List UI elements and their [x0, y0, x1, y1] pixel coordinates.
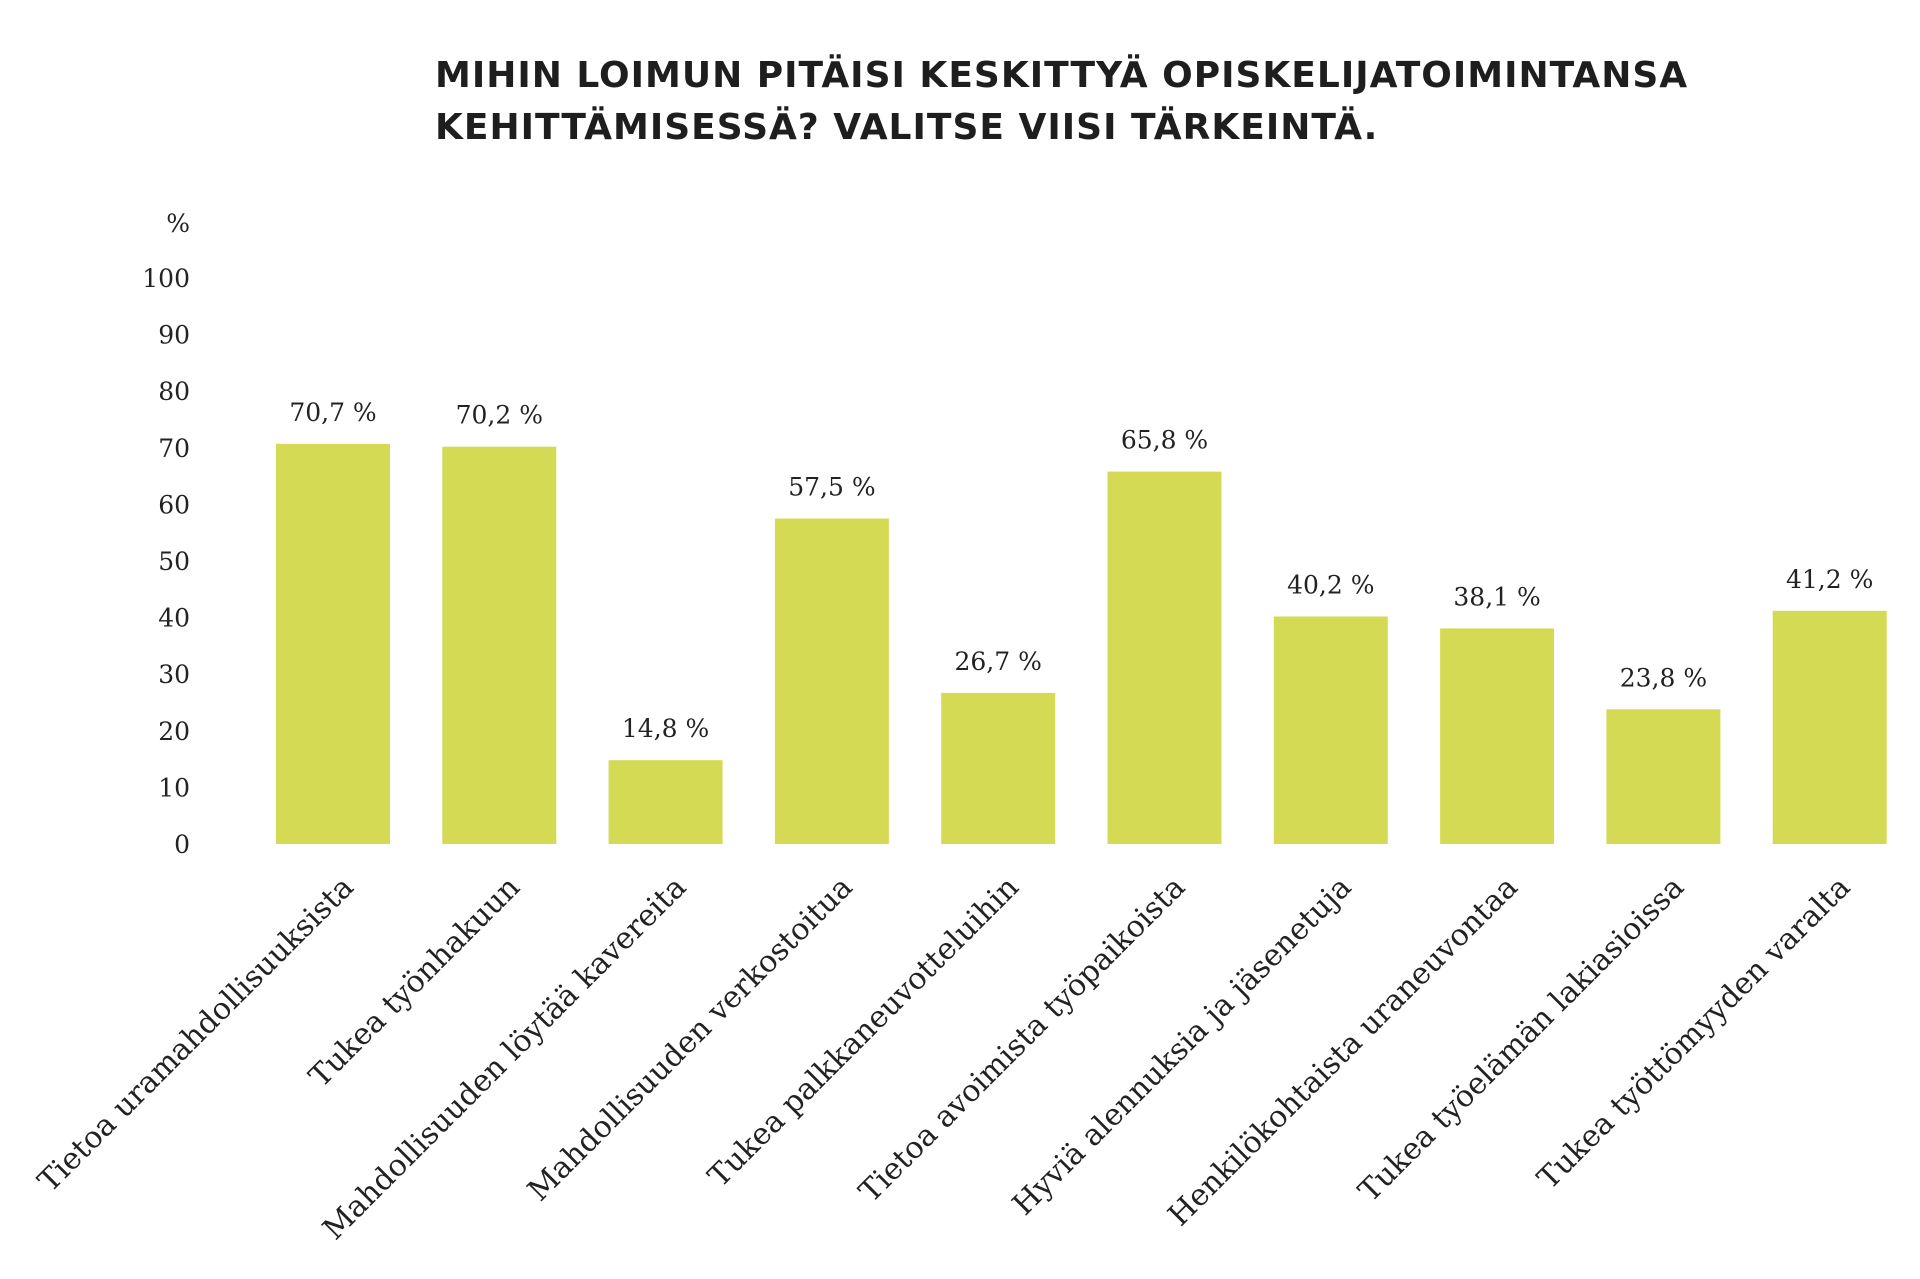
bar: [774, 518, 889, 844]
y-tick-label: 40: [158, 604, 190, 633]
y-tick-label: 100: [142, 264, 190, 293]
y-tick-label: 0: [174, 830, 190, 859]
category-label: Mahdollisuuden verkostoitua: [521, 870, 859, 1208]
category-label: Tietoa uramahdollisuuksista: [31, 870, 360, 1199]
category-label: Tietoa avoimista työpaikoista: [853, 870, 1193, 1210]
value-labels: 70,7 % 70,2 % 14,8 % 57,5 % 26,7 % 65,8 % 40,2…: [289, 398, 1873, 743]
bar-value-label: 23,8 %: [1620, 663, 1707, 692]
bar-value-label: 65,8 %: [1121, 426, 1208, 455]
category-label: Tukea palkkaneuvotteluihin: [702, 870, 1026, 1194]
category-label: Mahdollisuuden löytää kavereita: [316, 870, 693, 1247]
bar: [276, 443, 390, 844]
bar: [1440, 628, 1555, 844]
y-tick-label: 90: [158, 321, 190, 350]
y-tick-label: 30: [158, 660, 190, 689]
bar-value-label: 70,2 %: [456, 401, 543, 430]
bar: [1606, 709, 1721, 844]
y-tick-label: 80: [158, 377, 190, 406]
y-tick-label: 20: [158, 717, 190, 746]
bar-value-label: 70,7 %: [289, 398, 376, 427]
category-label: Tukea työttömyyden varalta: [1531, 870, 1858, 1197]
y-tick-label: 70: [158, 434, 190, 463]
y-tick-label: 10: [158, 773, 190, 802]
y-tick-label: 50: [158, 547, 190, 576]
bar: [608, 760, 723, 844]
bar-value-label: 41,2 %: [1786, 565, 1873, 594]
bar-value-label: 40,2 %: [1287, 571, 1374, 600]
bar: [1107, 471, 1222, 844]
bar-value-label: 14,8 %: [622, 714, 709, 743]
bar: [442, 446, 557, 844]
bar-value-label: 57,5 %: [788, 473, 875, 502]
y-axis-unit-label: %: [166, 209, 190, 238]
category-label: Hyviä alennuksia ja jäsenetuja: [1006, 870, 1359, 1223]
chart-title-line-1: MIHIN LOIMUN PITÄISI KESKITTYÄ OPISKELIJ…: [435, 55, 1689, 96]
chart-title-line-2: KEHITTÄMISESSÄ? VALITSE VIISI TÄRKEINTÄ.: [435, 107, 1379, 148]
bars: [276, 443, 1887, 844]
bar-value-label: 26,7 %: [955, 647, 1042, 676]
bar: [1273, 616, 1388, 844]
y-tick-label: 60: [158, 490, 190, 519]
category-label: Tukea työelämän lakiasioissa: [1352, 870, 1691, 1209]
bar-value-label: 38,1 %: [1453, 582, 1540, 611]
bar: [1772, 610, 1887, 844]
chart-title: MIHIN LOIMUN PITÄISI KESKITTYÄ OPISKELIJ…: [435, 50, 1835, 154]
y-axis: % 0 10 20 30 40 50 60 70 80 90 100: [142, 209, 190, 859]
category-label: Henkilökohtaista uraneuvontaa: [1161, 870, 1524, 1233]
bar: [941, 692, 1056, 844]
